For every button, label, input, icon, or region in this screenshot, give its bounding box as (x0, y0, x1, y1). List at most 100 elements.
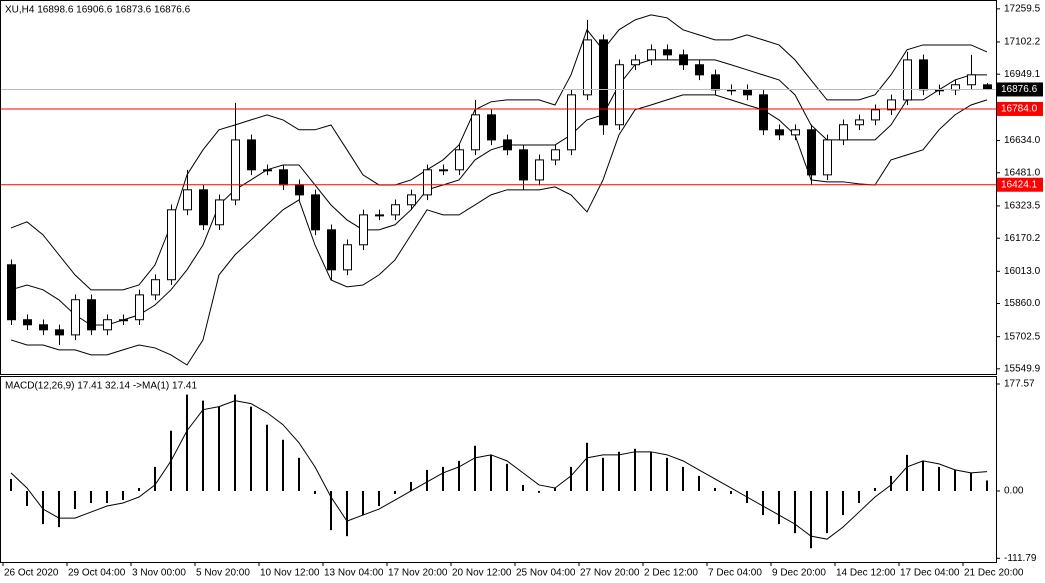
signal-line (10, 400, 988, 540)
candle-body (375, 214, 384, 217)
macd-bar (266, 424, 268, 491)
macd-bar (26, 490, 28, 507)
level-box (997, 101, 1043, 116)
y-tick-label: 17102.2 (1004, 37, 1041, 48)
y-tick-label: 16949.1 (1004, 69, 1041, 80)
macd-bar (906, 454, 908, 491)
candle-body (807, 129, 816, 176)
candle-body (503, 139, 512, 151)
y-tick-label: 16634.0 (1004, 135, 1041, 146)
x-tick-label: 5 Nov 20:00 (196, 568, 250, 579)
candle-body (871, 109, 880, 121)
macd-bar (282, 439, 284, 491)
band-upper (10, 14, 988, 291)
macd-bar (202, 400, 204, 491)
candle-body (967, 74, 976, 86)
candle-body (167, 209, 176, 281)
x-tick-label: 17 Dec 04:00 (900, 568, 960, 579)
candle-body (887, 99, 896, 111)
y-tick-label: 15549.9 (1004, 363, 1041, 374)
macd-bar (778, 490, 780, 525)
candle-body (103, 319, 112, 331)
candle-body (775, 129, 784, 136)
band-lower (10, 94, 988, 366)
candle-body (455, 149, 464, 171)
candle-body (247, 139, 256, 171)
y-tick-label: 16323.5 (1004, 201, 1041, 212)
candle-body (679, 54, 688, 66)
x-tick-label: 20 Nov 12:00 (452, 568, 512, 579)
macd-bar (842, 490, 844, 516)
candle-body (791, 129, 800, 136)
candle-body (519, 149, 528, 181)
macd-bar (490, 454, 492, 491)
y-tick-label: 16170.2 (1004, 233, 1041, 244)
candle-body (903, 59, 912, 101)
last-price-box (997, 82, 1043, 97)
macd-bar (794, 490, 796, 534)
candle-body (855, 119, 864, 126)
candle-body (183, 189, 192, 211)
macd-bar (522, 484, 524, 491)
candle-body (423, 169, 432, 196)
candle-body (71, 299, 80, 336)
candle-body (23, 319, 32, 326)
y-tick-label: 17259.5 (1004, 3, 1041, 14)
x-tick-label: 25 Nov 04:00 (516, 568, 576, 579)
candle-body (823, 139, 832, 176)
candle-body (615, 64, 624, 126)
indicator-title: MACD(12,26,9) 17.41 32.14 ->MA(1) 17.41 (5, 381, 197, 392)
x-tick-label: 3 Nov 00:00 (132, 568, 186, 579)
macd-bar (890, 475, 892, 491)
candle-body (551, 149, 560, 161)
candle-body (311, 194, 320, 231)
candle-body (327, 229, 336, 271)
candle-body (487, 114, 496, 141)
macd-bar (314, 490, 316, 494)
chart-title: XU,H4 16898.6 16906.6 16873.6 16876.6 (5, 5, 191, 16)
x-tick-label: 9 Dec 20:00 (772, 568, 826, 579)
candle-body (599, 39, 608, 126)
macd-bar (938, 466, 940, 491)
macd-bar (330, 490, 332, 531)
macd-bar (122, 490, 124, 501)
macd-bar (42, 490, 44, 525)
y-tick-label: -111.79 (1004, 553, 1037, 564)
macd-bar (682, 466, 684, 491)
x-tick-label: 2 Dec 12:00 (644, 568, 698, 579)
macd-bar (250, 406, 252, 491)
x-tick-label: 21 Dec 20:00 (964, 568, 1024, 579)
candle-body (55, 329, 64, 336)
candle-body (279, 169, 288, 186)
level-label: 16424.1 (1001, 179, 1038, 190)
macd-bar (410, 481, 412, 491)
macd-bar (810, 490, 812, 549)
macd-bar (570, 466, 572, 491)
macd-bar (394, 490, 396, 494)
candle-body (631, 59, 640, 66)
y-tick-label: 0.00 (1004, 486, 1024, 497)
candle-body (263, 169, 272, 172)
x-tick-label: 27 Nov 20:00 (580, 568, 640, 579)
macd-bar (58, 490, 60, 528)
candle-body (919, 59, 928, 91)
macd-bar (378, 490, 380, 507)
x-tick-label: 7 Dec 04:00 (708, 568, 762, 579)
candle-body (295, 184, 304, 196)
band-middle (10, 59, 987, 326)
y-tick-label: 16013.0 (1004, 266, 1041, 277)
y-tick-label: 177.57 (1004, 379, 1035, 390)
candle-body (983, 84, 992, 90)
macd-bar (554, 487, 556, 491)
candle-body (647, 49, 656, 61)
candle-body (359, 214, 368, 246)
macd-bar (74, 490, 76, 510)
macd-bar (234, 394, 236, 491)
macd-bar (986, 480, 988, 491)
level-label: 16784.0 (1001, 104, 1038, 115)
candle-body (7, 264, 16, 321)
macd-bar (634, 448, 636, 491)
macd-bar (426, 469, 428, 491)
last-price-label: 16876.6 (1001, 84, 1038, 95)
macd-bar (970, 472, 972, 491)
